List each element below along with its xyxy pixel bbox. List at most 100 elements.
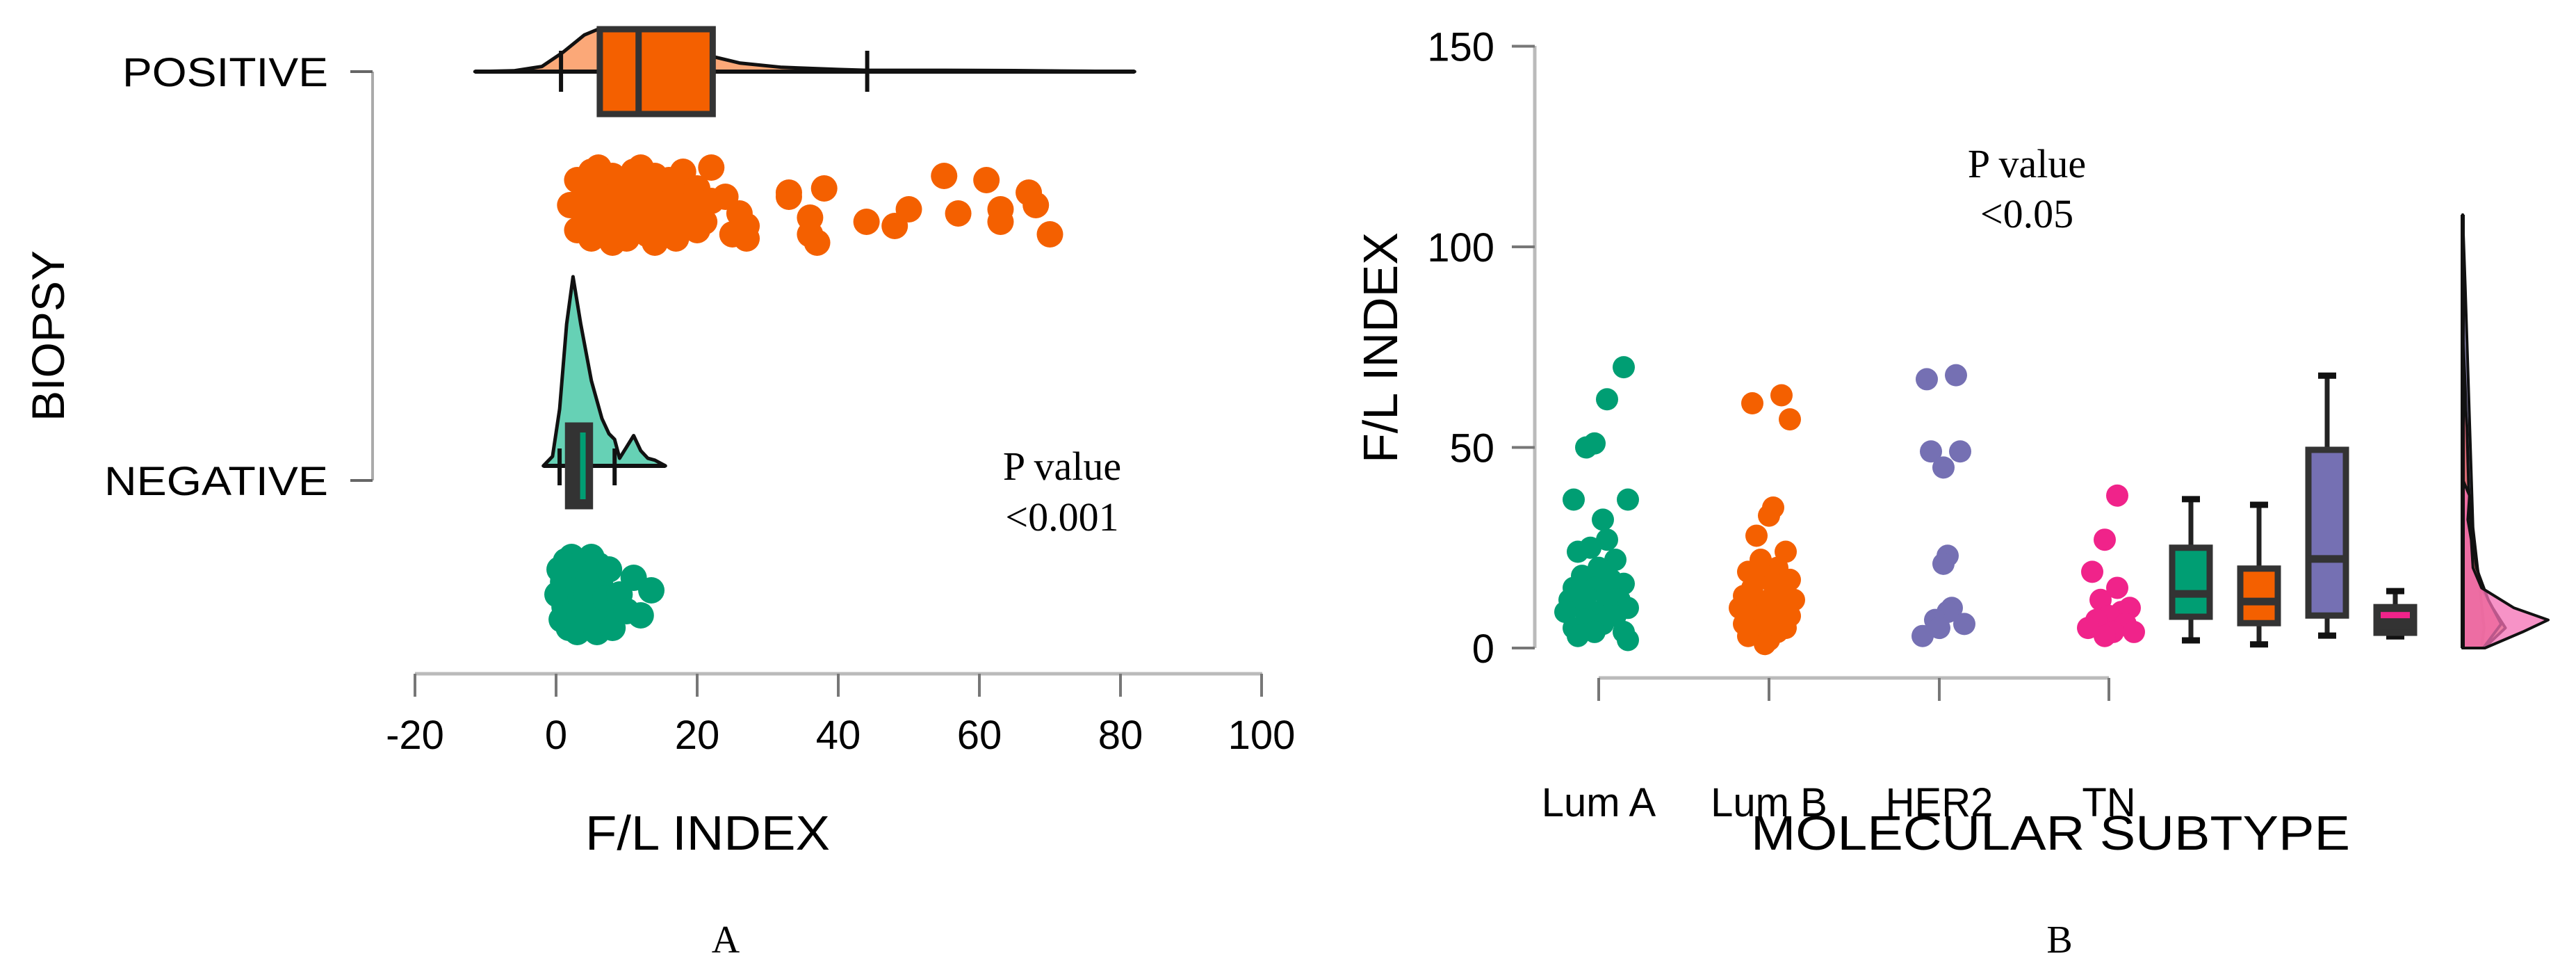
data-point [1741,392,1763,415]
panel-a-y-axis: POSITIVE NEGATIVE BIOPSY [22,50,374,504]
data-point [810,175,838,202]
data-point [1022,192,1050,218]
data-point [1953,613,1975,636]
panel-b-plot-area [1554,213,2550,656]
panel-b-y-tick-label: 50 [1449,426,1494,471]
data-point [2077,617,2099,640]
panel-b-pvalue-label: P value [1968,141,2086,186]
panel-a-x-axis: -20 0 20 40 60 80 100 [386,672,1296,758]
panel-a-y-axis-title: BIOPSY [22,250,74,421]
data-point [1567,624,1589,647]
panel-b-x-axis: Lum A Lum B HER2 TN [1542,676,2136,825]
panel-a-caption: A [712,919,740,962]
data-point [2094,528,2116,551]
box [596,26,716,118]
boxplot-her2 [2305,372,2349,639]
rain-lum-b [1729,384,1805,656]
data-point [931,163,958,189]
panel-b-category-label: HER2 [1886,780,1994,825]
data-point [1613,356,1635,379]
box [2169,544,2213,620]
data-point [804,229,831,256]
data-point [1945,364,1967,387]
rain-her2 [1911,364,1975,647]
panel-a-x-tick-label: 80 [1098,713,1143,758]
box [2373,604,2418,636]
data-point [1920,440,1942,463]
data-point [1932,456,1955,479]
box [2305,446,2349,619]
panel-b-category-label: Lum A [1542,780,1656,825]
panel-a-category-positive: POSITIVE [122,50,328,95]
data-point [2123,620,2145,643]
panel-b-category-label: Lum B [1711,780,1827,825]
data-point [2106,576,2128,599]
data-point [1932,552,1955,575]
panel-a-plot-area [473,26,1136,645]
data-point [1617,629,1639,652]
panel-b-y-axis-title: F/L INDEX [1353,232,1408,463]
density-curve [541,275,667,468]
data-point [895,196,922,222]
data-point [638,577,665,604]
panel-a-x-axis-title: F/L INDEX [585,806,830,860]
data-point [1563,488,1585,511]
density-curve [473,26,1136,74]
data-point [1754,633,1776,656]
data-point [1928,617,1950,640]
raincloud-positive [473,26,1136,256]
panel-a-x-tick-label: 0 [545,713,567,758]
box [564,422,594,510]
data-point [733,213,760,239]
data-point [1617,488,1639,511]
panel-a-x-tick-label: 60 [957,713,1002,758]
panel-b-y-axis: 0 50 100 150 [1427,25,1537,672]
median-marker [580,432,586,499]
panel-a-x-tick-label: -20 [386,713,444,758]
panel-a-x-tick-label: 40 [816,713,861,758]
panel-b-pvalue-value: <0.05 [1980,191,2073,236]
data-point [2106,484,2128,507]
data-point [662,225,690,252]
box [2237,565,2281,626]
data-point [596,556,623,583]
panel-b-caption: B [2046,919,2072,962]
panel-a: POSITIVE NEGATIVE BIOPSY -20 0 20 40 60 80 100… [22,26,1296,962]
panel-a-pvalue-value: <0.001 [1005,494,1118,540]
data-point [1575,436,1597,459]
data-point [1916,368,1938,391]
data-point [691,209,718,235]
panel-b-y-tick-label: 0 [1472,626,1494,672]
panel-b-x-axis-title: MOLECULAR SUBTYPE [1751,806,2350,860]
data-point [627,602,654,629]
data-point [1737,624,1759,647]
panel-a-pvalue-label: P value [1003,444,1121,489]
data-point [2081,560,2103,583]
data-point [1758,504,1780,527]
rain-tn [2077,484,2145,647]
rain-lum-a [1554,356,1639,652]
panel-b-y-tick-label: 150 [1427,25,1494,70]
data-point [853,209,880,235]
panel-a-category-negative: NEGATIVE [104,459,328,504]
panel-b: 0 50 100 150 F/L INDEX Lum A Lum B HER2 TN MOL… [1353,25,2550,962]
data-point [1779,408,1801,431]
data-point [1596,388,1618,411]
data-point [775,184,802,210]
data-point [1604,549,1627,572]
median-marker [2381,612,2410,619]
data-point [987,196,1014,222]
panel-a-x-tick-label: 100 [1228,713,1296,758]
panel-b-y-tick-label: 100 [1427,225,1494,270]
data-point [2094,624,2116,647]
data-point [973,167,1000,193]
data-point [1036,221,1063,248]
data-point [1770,384,1793,407]
data-point [1911,624,1934,647]
data-point [698,154,725,181]
raincloud-negative [541,275,667,645]
data-point [1583,620,1606,643]
data-point [945,200,972,227]
data-point [1949,440,1971,463]
